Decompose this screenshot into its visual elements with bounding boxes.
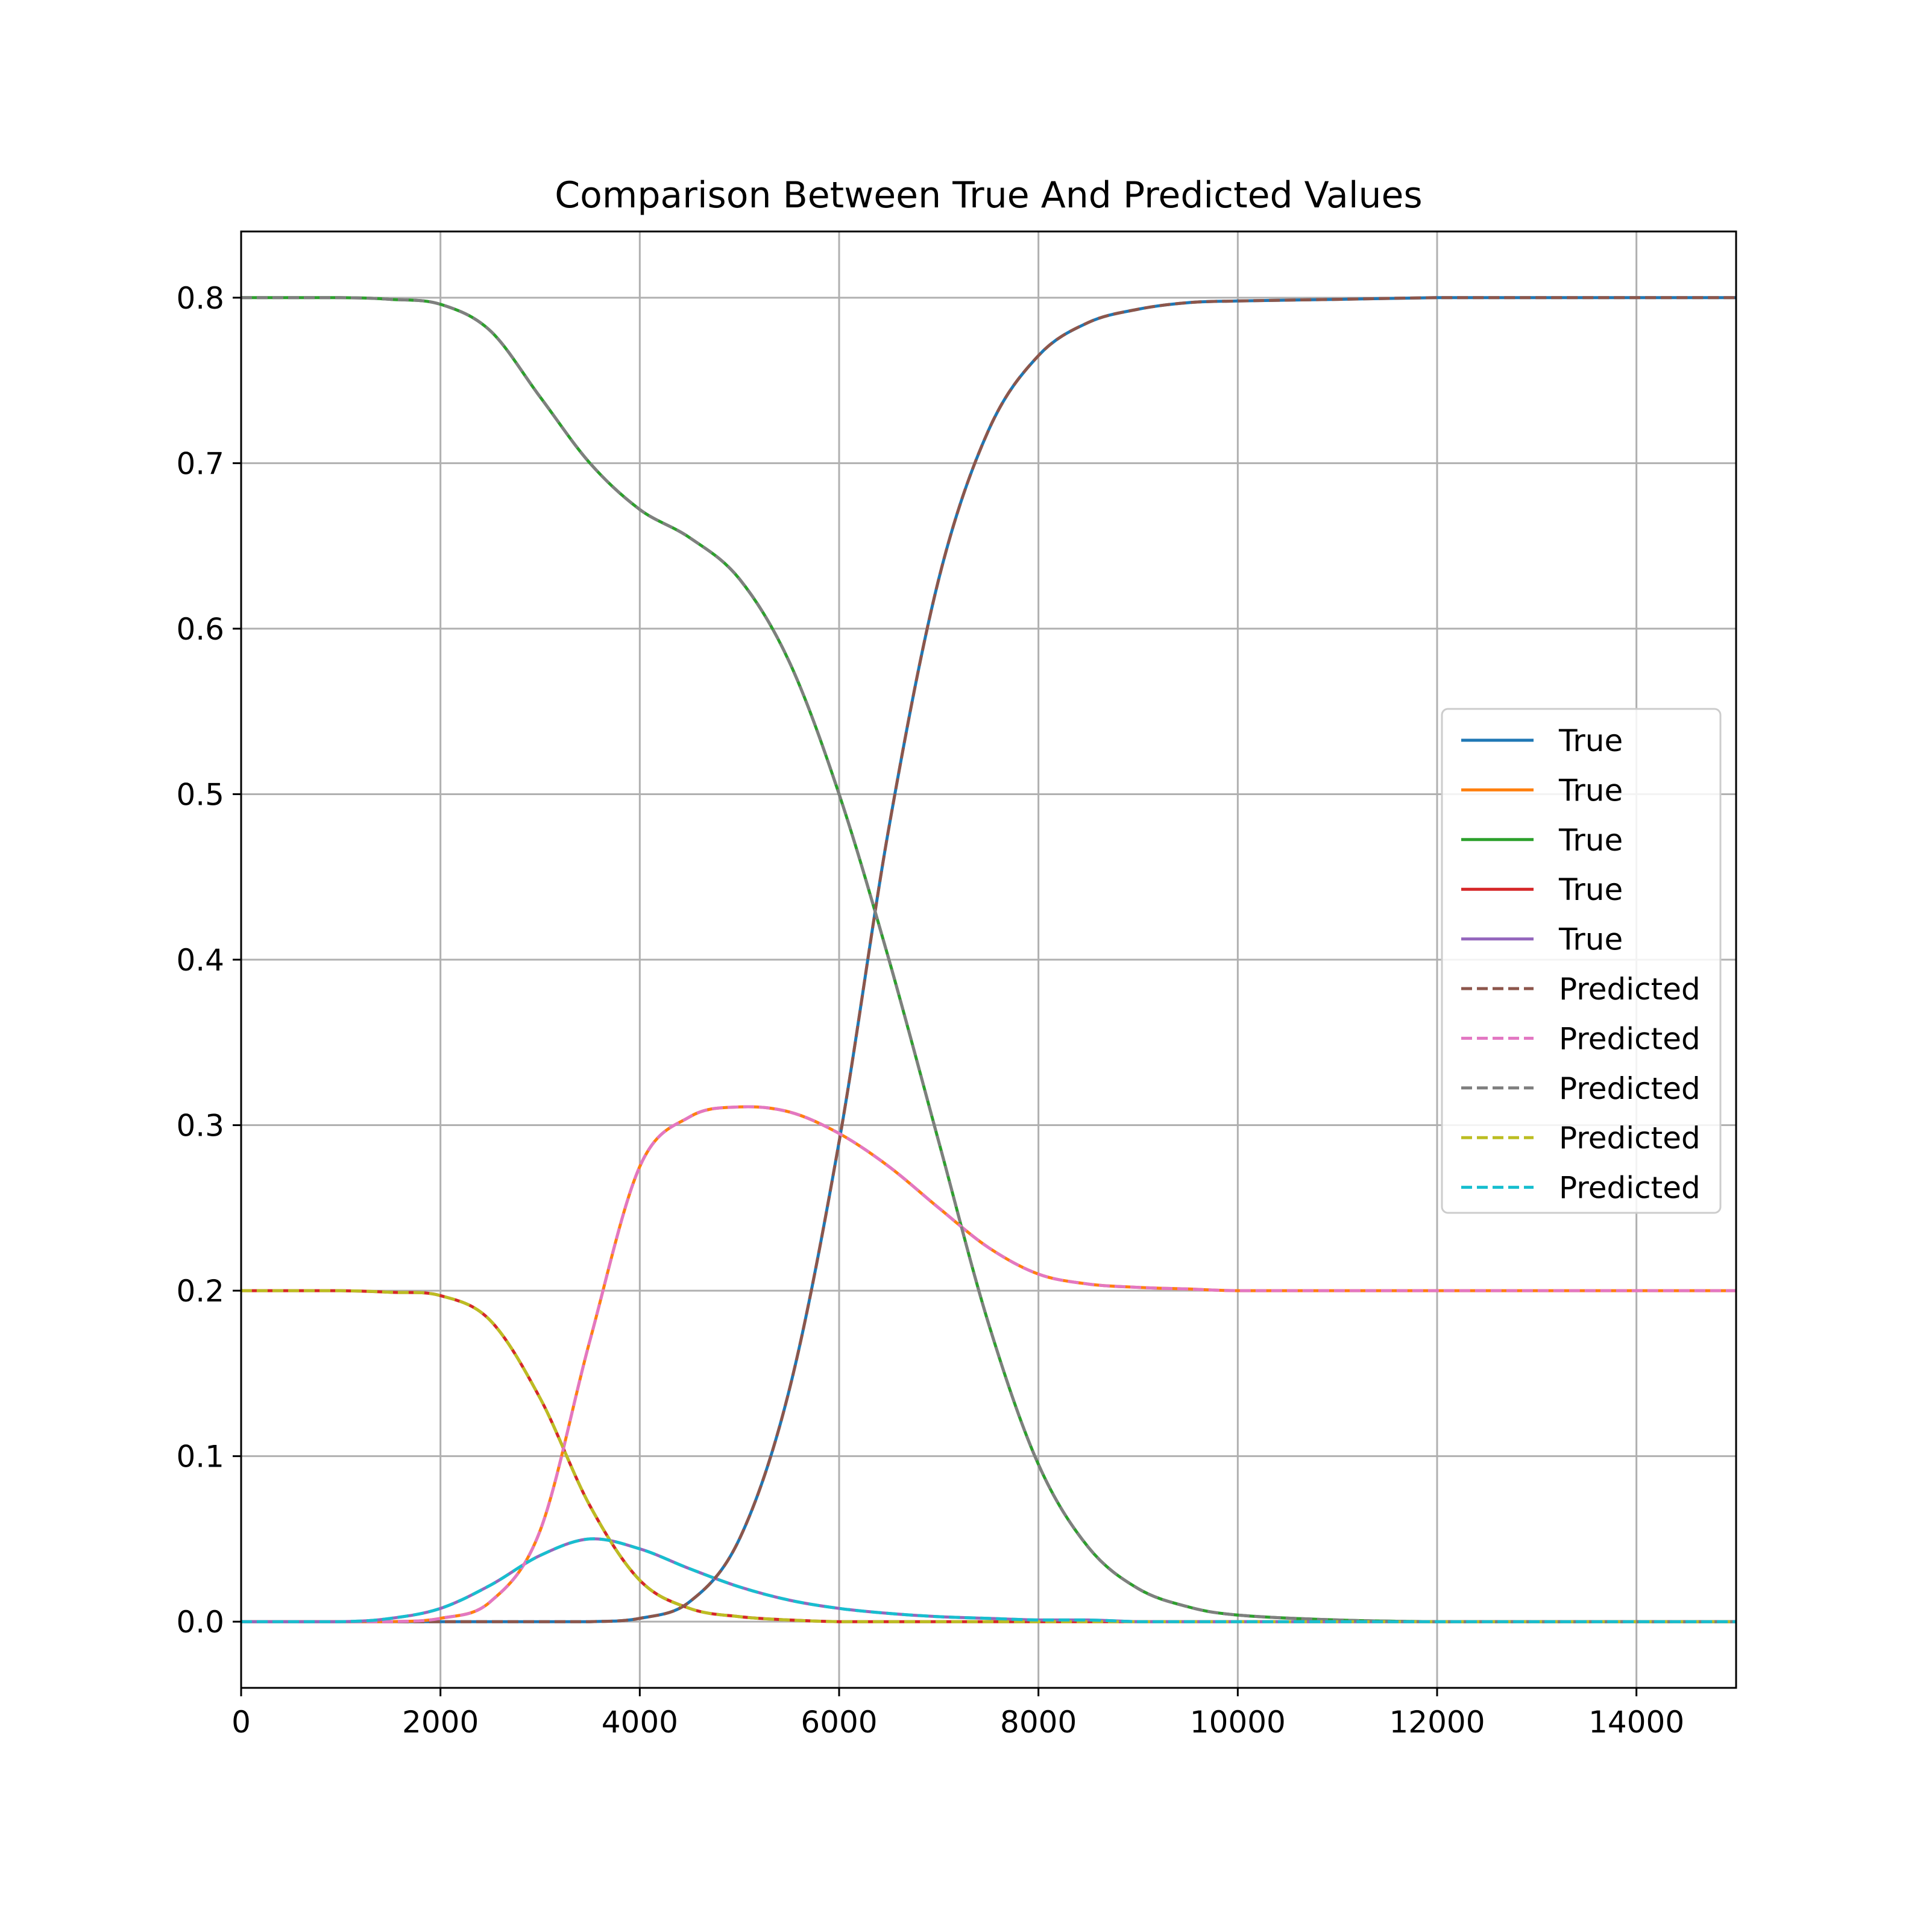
y-axis-ticks: 0.0 0.1 0.2 0.3 0.4 0.5 0.6 0.7 0.8 xyxy=(176,281,241,1640)
legend-items: True True True True True Predicted Predicted Pr… xyxy=(1461,723,1701,1206)
y-tick-label: 0.8 xyxy=(176,281,224,316)
x-tick-label: 0 xyxy=(231,1705,251,1740)
legend-label: Predicted xyxy=(1559,1121,1701,1156)
series-line-9 xyxy=(241,1289,1736,1623)
legend-label: Predicted xyxy=(1559,1071,1701,1106)
y-tick-label: 0.3 xyxy=(176,1109,224,1144)
y-tick-label: 0.6 xyxy=(176,612,224,647)
y-tick-label: 0.1 xyxy=(176,1440,224,1474)
x-tick-label: 14000 xyxy=(1588,1705,1684,1740)
series-lines xyxy=(241,296,1736,1623)
x-tick-label: 12000 xyxy=(1389,1705,1485,1740)
y-tick-label: 0.4 xyxy=(176,943,224,978)
legend-label: Predicted xyxy=(1559,1171,1701,1206)
y-tick-label: 0.7 xyxy=(176,446,224,481)
legend-label: True xyxy=(1558,723,1623,758)
y-tick-label: 0.0 xyxy=(176,1605,224,1640)
x-tick-label: 2000 xyxy=(402,1705,479,1740)
legend-label: Predicted xyxy=(1559,1021,1701,1056)
legend-label: True xyxy=(1558,823,1623,858)
x-tick-label: 10000 xyxy=(1190,1705,1286,1740)
legend-label: True xyxy=(1558,773,1623,808)
x-tick-label: 6000 xyxy=(801,1705,877,1740)
series-line-7 xyxy=(241,1105,1736,1623)
series-line-8 xyxy=(241,296,1736,1623)
legend-label: True xyxy=(1558,922,1623,957)
legend-label: Predicted xyxy=(1559,972,1701,1007)
x-tick-label: 8000 xyxy=(1000,1705,1077,1740)
legend: True True True True True Predicted Predicted Pr… xyxy=(1441,708,1722,1214)
y-tick-label: 0.5 xyxy=(176,777,224,812)
series-line-10 xyxy=(241,1537,1736,1623)
x-axis-ticks: 0 2000 4000 6000 8000 10000 12000 14000 xyxy=(231,1688,1684,1740)
chart-title: Comparison Between True And Predicted Va… xyxy=(555,174,1422,216)
x-tick-label: 4000 xyxy=(602,1705,678,1740)
legend-label: True xyxy=(1558,872,1623,907)
y-tick-label: 0.2 xyxy=(176,1274,224,1309)
series-line-6 xyxy=(241,296,1736,1623)
